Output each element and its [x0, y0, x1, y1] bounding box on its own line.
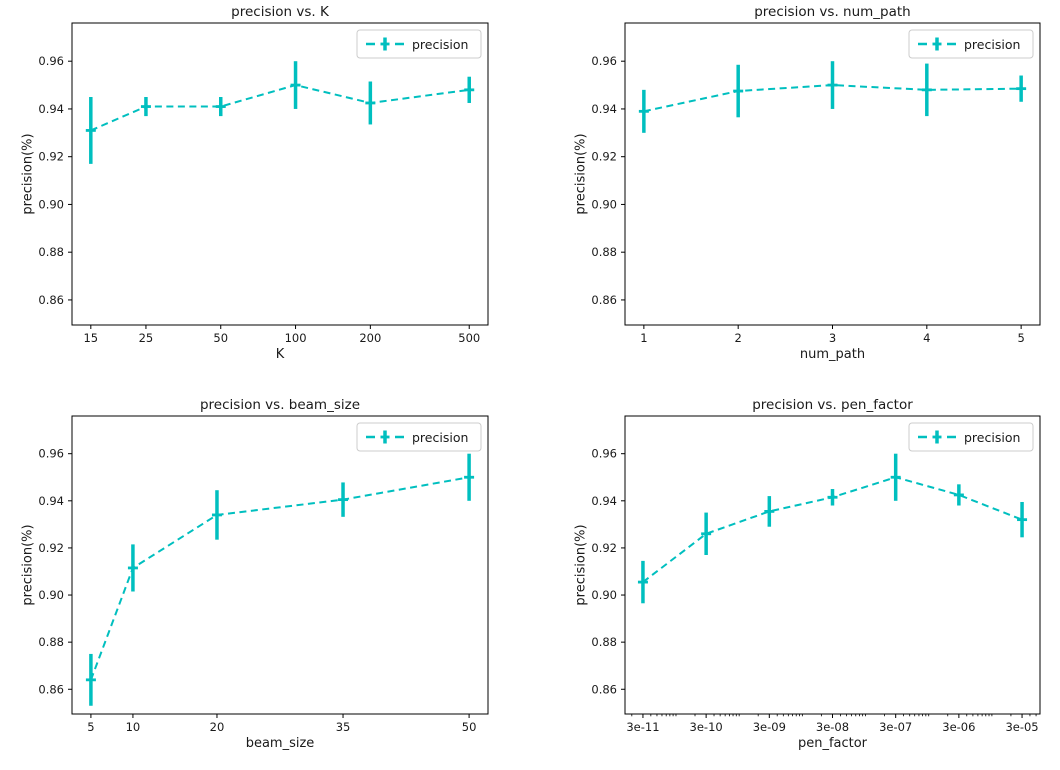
y-tick-label: 0.96 [591, 447, 617, 461]
y-tick-label: 0.90 [38, 588, 64, 602]
y-axis-label: precision(%) [574, 524, 589, 605]
x-axis-label: num_path [800, 347, 865, 362]
y-axis-label: precision(%) [21, 133, 36, 214]
y-tick-label: 0.94 [38, 494, 64, 508]
x-axis-label: pen_factor [798, 736, 868, 751]
legend: precision [356, 29, 482, 59]
y-tick-label: 0.88 [591, 245, 617, 259]
y-tick-label: 0.90 [38, 197, 64, 211]
legend: precision [908, 422, 1034, 452]
chart-title: precision vs. beam_size [200, 397, 360, 413]
chart-title: precision vs. num_path [754, 4, 911, 20]
y-tick-label: 0.92 [591, 541, 617, 555]
legend-label: precision [964, 430, 1020, 445]
y-tick-label: 0.96 [591, 54, 617, 68]
legend-box [356, 422, 482, 452]
legend-label: precision [964, 37, 1020, 52]
legend-label: precision [412, 430, 468, 445]
x-tick-label: 20 [210, 720, 225, 734]
subplot-precision-vs-beam-size: 0.86 0.88 0.90 0.92 0.94 0.96 5 10 20 35 50 precisi… [0, 383, 530, 766]
chart-precision-vs-pen-factor: 0.86 0.88 0.90 0.92 0.94 0.96 3e-11 3e-10 3e-09 3… [574, 397, 1041, 751]
y-tick-label: 0.92 [38, 150, 64, 164]
x-tick-label: 3e-10 [690, 720, 723, 734]
legend-box [356, 29, 482, 59]
y-tick-label: 0.86 [38, 293, 64, 307]
x-tick-label: 10 [126, 720, 141, 734]
y-tick-label: 0.96 [38, 54, 64, 68]
y-tick-label: 0.92 [38, 541, 64, 555]
x-tick-label: 50 [213, 331, 228, 345]
chart-precision-vs-beam-size: 0.86 0.88 0.90 0.92 0.94 0.96 5 10 20 35 50 precisi… [21, 397, 489, 751]
subplot-precision-vs-k: 0.86 0.88 0.90 0.92 0.94 0.96 15 25 50 100 200 500 p… [0, 0, 530, 383]
axes-spines [71, 415, 489, 715]
x-tick-label: 35 [336, 720, 351, 734]
x-tick-label: 3e-06 [942, 720, 975, 734]
x-tick-label: 1 [640, 331, 647, 345]
x-tick-label: 4 [923, 331, 930, 345]
y-tick-label: 0.88 [591, 635, 617, 649]
legend-box [908, 29, 1034, 59]
axes-spines [71, 22, 489, 326]
x-tick-label: 5 [87, 720, 94, 734]
legend-label: precision [412, 37, 468, 52]
legend: precision [356, 422, 482, 452]
x-axis-label: beam_size [246, 736, 315, 751]
subplot-precision-vs-num-path: 0.86 0.88 0.90 0.92 0.94 0.96 1 2 3 4 5 precision v… [530, 0, 1060, 383]
x-tick-label: 500 [458, 331, 480, 345]
y-tick-label: 0.94 [591, 494, 617, 508]
x-tick-label: 50 [462, 720, 477, 734]
y-tick-label: 0.96 [38, 447, 64, 461]
x-axis-label: K [276, 347, 285, 362]
x-tick-label: 25 [139, 331, 154, 345]
chart-precision-vs-num-path: 0.86 0.88 0.90 0.92 0.94 0.96 1 2 3 4 5 precision v… [574, 4, 1041, 362]
y-axis-label: precision(%) [21, 524, 36, 605]
x-tick-label: 3e-08 [816, 720, 849, 734]
y-tick-label: 0.94 [591, 102, 617, 116]
x-tick-label: 3 [829, 331, 836, 345]
y-tick-label: 0.92 [591, 150, 617, 164]
x-tick-label: 3e-07 [879, 720, 912, 734]
y-tick-label: 0.86 [591, 293, 617, 307]
y-tick-label: 0.94 [38, 102, 64, 116]
x-tick-label: 3e-11 [626, 720, 659, 734]
y-tick-label: 0.88 [38, 635, 64, 649]
y-tick-label: 0.90 [591, 588, 617, 602]
axes-spines [624, 415, 1041, 715]
x-tick-label: 15 [83, 331, 98, 345]
y-tick-label: 0.86 [591, 682, 617, 696]
y-tick-label: 0.86 [38, 682, 64, 696]
chart-title: precision vs. K [231, 4, 330, 20]
x-tick-label: 200 [359, 331, 381, 345]
chart-title: precision vs. pen_factor [752, 397, 913, 413]
y-axis-label: precision(%) [574, 133, 589, 214]
x-tick-label: 2 [735, 331, 742, 345]
legend-box [908, 422, 1034, 452]
x-tick-label: 100 [285, 331, 307, 345]
subplot-precision-vs-pen-factor: 0.86 0.88 0.90 0.92 0.94 0.96 3e-11 3e-10 3e-09 3… [530, 383, 1060, 766]
x-tick-label: 3e-09 [753, 720, 786, 734]
legend: precision [908, 29, 1034, 59]
x-tick-label: 3e-05 [1005, 720, 1038, 734]
x-tick-label: 5 [1017, 331, 1024, 345]
y-tick-label: 0.88 [38, 245, 64, 259]
precision-line [90, 84, 470, 132]
y-tick-label: 0.90 [591, 197, 617, 211]
precision-line [89, 476, 470, 681]
chart-precision-vs-k: 0.86 0.88 0.90 0.92 0.94 0.96 15 25 50 100 200 500 p… [21, 4, 489, 362]
